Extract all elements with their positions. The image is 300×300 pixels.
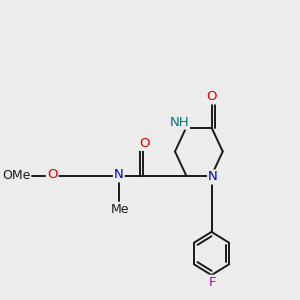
Text: Me: Me bbox=[111, 203, 130, 216]
Text: O: O bbox=[139, 137, 149, 150]
Text: F: F bbox=[209, 276, 217, 289]
Text: O: O bbox=[47, 168, 58, 182]
Text: OMe: OMe bbox=[2, 169, 30, 182]
Text: N: N bbox=[114, 168, 124, 182]
Text: NH: NH bbox=[169, 116, 189, 129]
Text: N: N bbox=[208, 170, 218, 184]
Text: O: O bbox=[206, 90, 217, 104]
